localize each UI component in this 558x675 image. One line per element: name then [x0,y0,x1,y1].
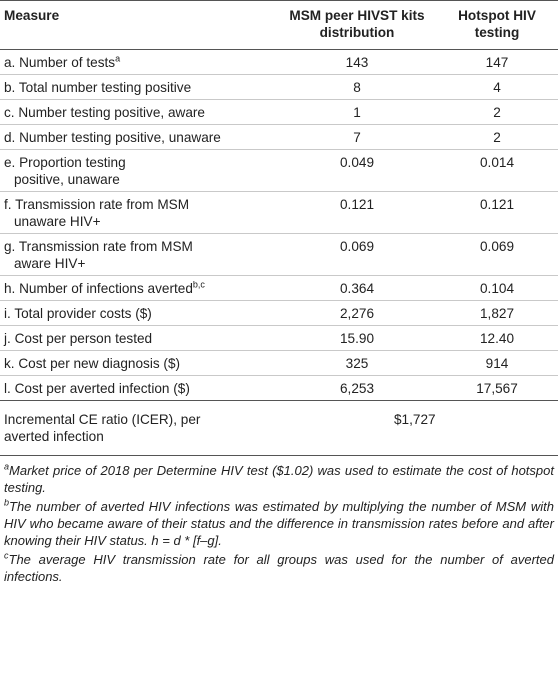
label-line: g. Transmission rate from MSM [4,239,193,254]
label-cell: i. Total provider costs ($) [0,300,278,326]
icer-value: $1,727 [278,400,558,456]
label-line: e. Proportion testing [4,155,126,170]
table-row: c. Number testing positive, aware 1 2 [0,99,558,125]
value-cell: 17,567 [436,375,558,401]
label-line: averted infection [4,429,104,444]
footnote-mark: c [4,550,9,561]
value-cell: 2 [436,99,558,125]
footnote-mark: a [4,461,10,472]
table-row: h. Number of infections avertedb,c 0.364 0… [0,275,558,301]
value-cell: 0.014 [436,149,558,192]
value-cell: 6,253 [278,375,436,401]
label-line: a. Number of testsa [4,53,121,70]
value-cell: 0.104 [436,275,558,301]
label-line: f. Transmission rate from MSM [4,197,190,212]
label-line: aware HIV+ [14,256,86,271]
label-cell: g. Transmission rate from MSM aware HIV+ [0,233,278,276]
value-cell: 0.121 [436,191,558,234]
table-body: a. Number of testsa 143 147 b. Total number… [0,49,558,456]
icer-row: Incremental CE ratio (ICER), per averted … [0,400,558,456]
table-row: f. Transmission rate from MSM unaware HIV… [0,191,558,234]
table-row: l. Cost per averted infection ($) 6,253 17… [0,375,558,401]
footnote-text: The number of averted HIV infections was… [4,499,554,548]
label-cell: f. Transmission rate from MSM unaware HIV… [0,191,278,234]
table-row: k. Cost per new diagnosis ($) 325 914 [0,350,558,376]
value-cell: 0.069 [436,233,558,276]
label-line: j. Cost per person tested [4,331,153,346]
label-line: positive, unaware [14,172,120,187]
label-cell: k. Cost per new diagnosis ($) [0,350,278,376]
table: Measure MSM peer HIVST kits distribution… [0,0,558,456]
label-line: c. Number testing positive, aware [4,105,205,120]
table-row: j. Cost per person tested 15.90 12.40 [0,325,558,351]
value-cell: 143 [278,49,436,75]
label-line: k. Cost per new diagnosis ($) [4,356,181,371]
label-line: d. Number testing positive, unaware [4,130,221,145]
label-cell: j. Cost per person tested [0,325,278,351]
label-line: Incremental CE ratio (ICER), per [4,412,201,427]
footnote: aMarket price of 2018 per Determine HIV … [4,462,554,496]
value-cell: 2 [436,124,558,150]
value-cell: 7 [278,124,436,150]
value-cell: 0.364 [278,275,436,301]
table-row: e. Proportion testing positive, unaware 0.… [0,149,558,192]
header-cell: MSM peer HIVST kits distribution [278,0,436,50]
value-cell: 914 [436,350,558,376]
label-cell: Incremental CE ratio (ICER), per averted … [0,400,278,456]
value-cell: 4 [436,74,558,100]
footnote-mark: b [4,497,10,508]
superscript: a [115,53,121,64]
value-cell: 0.121 [278,191,436,234]
label-cell: c. Number testing positive, aware [0,99,278,125]
label-line: h. Number of infections avertedb,c [4,279,205,296]
header-cell: Hotspot HIV testing [436,0,558,50]
footnotes: aMarket price of 2018 per Determine HIV … [0,456,558,585]
header-cell: Measure [0,0,278,50]
table-row: i. Total provider costs ($) 2,276 1,827 [0,300,558,326]
value-cell: 0.049 [278,149,436,192]
footnote-text: Market price of 2018 per Determine HIV t… [4,463,554,495]
value-cell: 2,276 [278,300,436,326]
label-cell: a. Number of testsa [0,49,278,75]
table-row: d. Number testing positive, unaware 7 2 [0,124,558,150]
label-cell: e. Proportion testing positive, unaware [0,149,278,192]
table-row: g. Transmission rate from MSM aware HIV+ 0… [0,233,558,276]
value-cell: 1,827 [436,300,558,326]
value-cell: 8 [278,74,436,100]
label-cell: d. Number testing positive, unaware [0,124,278,150]
value-cell: 12.40 [436,325,558,351]
table-row: a. Number of testsa 143 147 [0,49,558,75]
value-cell: 15.90 [278,325,436,351]
label-cell: b. Total number testing positive [0,74,278,100]
label-cell: h. Number of infections avertedb,c [0,275,278,301]
value-cell: 147 [436,49,558,75]
footnote-text: The average HIV transmission rate for al… [4,552,554,584]
value-cell: 0.069 [278,233,436,276]
value-cell: 1 [278,99,436,125]
label-line: b. Total number testing positive [4,80,192,95]
value-cell: 325 [278,350,436,376]
label-line: unaware HIV+ [14,214,101,229]
header-row: Measure MSM peer HIVST kits distribution… [0,0,558,50]
label-line: l. Cost per averted infection ($) [4,381,190,396]
superscript: b,c [192,279,205,290]
label-cell: l. Cost per averted infection ($) [0,375,278,401]
footnote: cThe average HIV transmission rate for a… [4,551,554,585]
footnote: bThe number of averted HIV infections wa… [4,498,554,549]
table-row: b. Total number testing positive 8 4 [0,74,558,100]
label-line: i. Total provider costs ($) [4,306,152,321]
